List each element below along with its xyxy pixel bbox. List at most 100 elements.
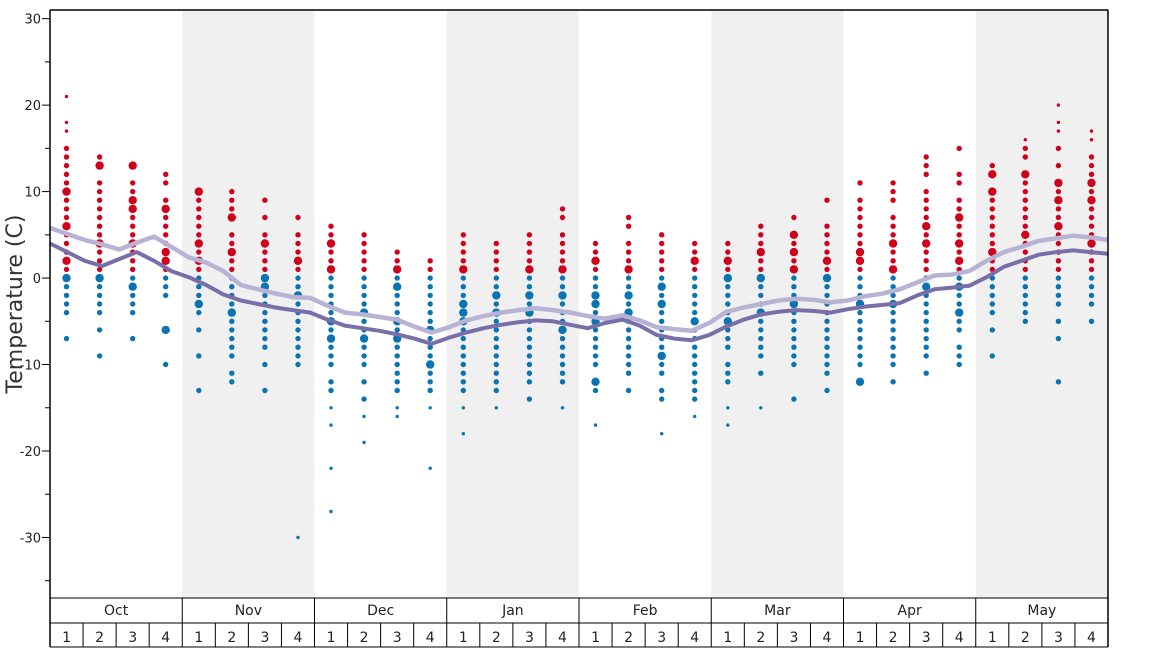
cold-temp-dot	[328, 387, 334, 394]
warm-temp-dot	[1055, 214, 1062, 221]
cold-temp-dot	[758, 292, 764, 299]
warm-temp-dot	[361, 240, 367, 247]
cold-temp-dot	[625, 275, 632, 281]
cold-temp-dot	[1022, 292, 1028, 299]
cold-temp-dot	[723, 273, 732, 283]
cold-temp-dot	[326, 334, 336, 343]
cold-temp-dot	[558, 325, 567, 335]
warm-temp-dot	[888, 265, 898, 274]
cold-temp-dot	[1055, 301, 1062, 307]
cold-temp-dot	[725, 379, 731, 385]
cold-temp-dot	[63, 301, 70, 307]
cold-temp-dot	[989, 301, 995, 307]
cold-temp-dot	[262, 327, 268, 333]
warm-temp-dot	[229, 197, 235, 203]
week-label: 2	[756, 630, 765, 646]
cold-temp-dot	[526, 344, 533, 350]
cold-temp-dot	[262, 387, 268, 394]
cold-temp-dot	[295, 284, 301, 290]
cold-temp-dot	[460, 370, 466, 376]
warm-temp-dot	[758, 258, 764, 264]
warm-temp-dot	[394, 258, 400, 264]
warm-temp-dot	[196, 197, 202, 203]
cold-temp-dot	[1088, 318, 1095, 324]
warm-temp-dot	[262, 266, 268, 273]
cold-temp-dot	[756, 273, 765, 283]
warm-temp-dot	[62, 256, 71, 265]
warm-temp-dot	[890, 223, 896, 229]
cold-temp-dot	[163, 361, 169, 368]
y-tick-label: 20	[24, 99, 41, 114]
cold-temp-dot	[692, 379, 698, 385]
cold-temp-dot	[362, 440, 366, 445]
warm-temp-dot	[1055, 258, 1062, 264]
cold-temp-dot	[725, 301, 731, 307]
warm-temp-dot	[227, 213, 236, 222]
cold-temp-dot	[857, 353, 863, 359]
cold-temp-dot	[692, 275, 698, 281]
warm-temp-dot	[163, 232, 169, 238]
warm-temp-dot	[692, 266, 698, 273]
y-axis-label: Temperature (C)	[3, 215, 28, 395]
warm-temp-dot	[229, 266, 235, 273]
warm-temp-dot	[130, 266, 136, 273]
cold-temp-dot	[493, 353, 499, 359]
warm-temp-dot	[890, 258, 896, 264]
week-label: 1	[194, 630, 203, 646]
cold-temp-dot	[427, 292, 433, 299]
month-shade-bands	[182, 10, 1108, 598]
warm-temp-dot	[890, 180, 896, 186]
week-label: 1	[723, 630, 732, 646]
warm-temp-dot	[923, 258, 929, 264]
cold-temp-dot	[660, 432, 664, 436]
cold-temp-dot	[659, 292, 665, 299]
cold-temp-dot	[63, 284, 70, 290]
cold-temp-dot	[493, 335, 499, 342]
week-label: 2	[95, 630, 104, 646]
cold-temp-dot	[526, 284, 533, 290]
warm-temp-dot	[62, 222, 71, 231]
cold-temp-dot	[592, 387, 599, 394]
warm-temp-dot	[791, 240, 797, 247]
warm-temp-dot	[1022, 214, 1028, 221]
warm-temp-dot	[130, 180, 136, 186]
upper-trend-line	[49, 225, 1109, 335]
cold-temp-dot	[659, 396, 665, 402]
cold-temp-dot	[394, 370, 400, 376]
warm-temp-dot	[1022, 154, 1028, 160]
cold-temp-dot	[592, 353, 599, 359]
cold-temp-dot	[592, 284, 599, 290]
cold-temp-dot	[592, 335, 599, 342]
warm-temp-dot	[493, 240, 499, 247]
warm-temp-dot	[460, 232, 466, 238]
cold-temp-dot	[890, 284, 896, 290]
warm-temp-dot	[460, 258, 466, 264]
warm-temp-dot	[890, 214, 896, 221]
cold-temp-dot	[559, 361, 566, 368]
cold-temp-dot	[890, 327, 896, 333]
warm-temp-dot	[956, 232, 962, 238]
cold-temp-dot	[857, 327, 863, 333]
cold-temp-dot	[460, 335, 466, 342]
cold-temp-dot	[361, 361, 367, 368]
week-label: 1	[988, 630, 997, 646]
cold-temp-dot	[96, 327, 103, 333]
warm-temp-dot	[1088, 258, 1095, 264]
cold-temp-dot	[559, 370, 566, 376]
warm-temp-dot	[161, 247, 170, 257]
warm-temp-dot	[163, 223, 169, 229]
cold-temp-dot	[493, 327, 499, 333]
warm-temp-dot	[1088, 206, 1095, 212]
warm-temp-dot	[63, 240, 70, 247]
cold-temp-dot	[63, 292, 70, 299]
warm-temp-dot	[295, 214, 301, 221]
warm-temp-dot	[130, 223, 136, 229]
warm-temp-dot	[96, 232, 103, 238]
cold-temp-dot	[394, 292, 400, 299]
cold-temp-dot	[295, 327, 301, 333]
warm-temp-dot	[1022, 188, 1028, 195]
cold-temp-dot	[758, 370, 764, 376]
warm-temp-dot	[361, 258, 367, 264]
cold-temp-dot	[758, 335, 764, 342]
